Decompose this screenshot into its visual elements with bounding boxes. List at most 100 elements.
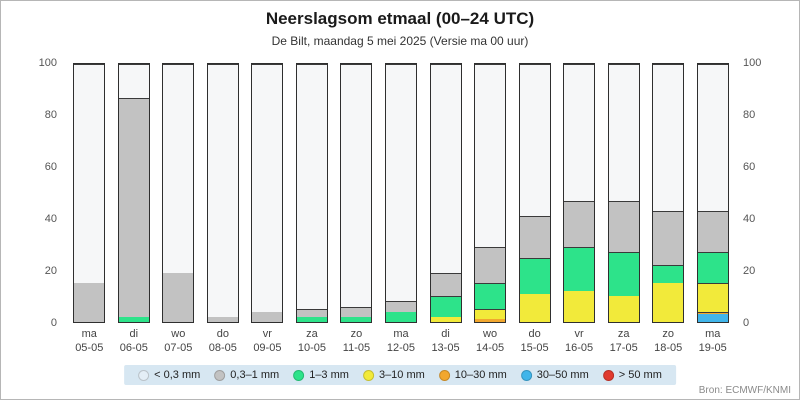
bar-segment xyxy=(252,311,283,322)
bar-slot xyxy=(201,63,246,323)
bar-segment xyxy=(519,257,550,294)
bar-slot xyxy=(468,63,513,323)
stacked-bar xyxy=(251,63,284,323)
bar-segment xyxy=(385,311,416,322)
bar-slot xyxy=(67,63,112,323)
bar-segment xyxy=(252,64,283,312)
bar-segment xyxy=(653,283,684,322)
legend-item: 10–30 mm xyxy=(438,369,507,381)
legend-swatch-icon xyxy=(602,369,614,381)
legend-label: > 50 mm xyxy=(618,369,662,381)
stacked-bar xyxy=(696,63,729,323)
y-tick-label: 100 xyxy=(38,57,57,69)
y-axis-left: 0 20 40 60 80 100 xyxy=(17,57,57,329)
stacked-bar xyxy=(474,63,507,323)
stacked-bar xyxy=(607,63,640,323)
bar-segment xyxy=(653,265,684,284)
bar-slot xyxy=(379,63,424,323)
x-axis-label: za 17-05 xyxy=(609,328,638,354)
legend-item: 30–50 mm xyxy=(520,369,589,381)
legend-swatch-icon xyxy=(214,369,226,381)
y-tick-label: 100 xyxy=(743,57,762,69)
legend-label: 0,3–1 mm xyxy=(230,369,280,381)
bar-segment xyxy=(697,64,728,212)
bar-segment xyxy=(519,64,550,217)
bar-segment xyxy=(519,293,550,322)
stacked-bar xyxy=(206,63,239,323)
bar-slot xyxy=(601,63,646,323)
bar-segment xyxy=(430,273,461,297)
x-axis-label: wo 07-05 xyxy=(164,328,193,354)
bar-segment xyxy=(118,64,149,98)
bar-slot xyxy=(112,63,157,323)
bar-slot xyxy=(334,63,379,323)
chart-subtitle: De Bilt, maandag 5 mei 2025 (Versie ma 0… xyxy=(271,34,529,48)
bar-segment xyxy=(430,296,461,317)
x-axis-label: ma 05-05 xyxy=(75,328,104,354)
legend-swatch-icon xyxy=(138,369,150,381)
bar-segment xyxy=(74,64,105,284)
bar-segment xyxy=(653,211,684,266)
stacked-bar xyxy=(429,63,462,323)
stacked-bar xyxy=(73,63,106,323)
bar-segment xyxy=(697,314,728,322)
x-axis-label: zo 18-05 xyxy=(654,328,683,354)
x-axis-label: zo 11-05 xyxy=(342,328,371,354)
x-axis-label: di 06-05 xyxy=(119,328,148,354)
bar-segment xyxy=(341,64,372,307)
x-axis-label: do 08-05 xyxy=(208,328,237,354)
bar-segment xyxy=(519,216,550,258)
bar-segment xyxy=(296,309,327,317)
bar-segment xyxy=(564,64,595,201)
stacked-bar xyxy=(117,63,150,323)
bar-slot xyxy=(423,63,468,323)
bar-segment xyxy=(296,64,327,310)
legend-item: 0,3–1 mm xyxy=(214,369,279,381)
bar-segment xyxy=(475,64,506,248)
bar-slot xyxy=(690,63,735,323)
bar-segment xyxy=(608,296,639,322)
bar-slot xyxy=(156,63,201,323)
x-axis-label: ma 12-05 xyxy=(386,328,416,354)
bar-segment xyxy=(118,316,149,322)
x-axis-label: vr 09-05 xyxy=(253,328,282,354)
bar-segment xyxy=(296,316,327,322)
bar-segment xyxy=(430,316,461,322)
bar-segment xyxy=(697,252,728,284)
bar-segment xyxy=(475,319,506,322)
source-credit: Bron: ECMWF/KNMI xyxy=(698,385,791,396)
x-axis-label: vr 16-05 xyxy=(565,328,594,354)
bar-segment xyxy=(207,316,238,322)
bar-segment xyxy=(207,64,238,317)
stacked-bar xyxy=(295,63,328,323)
x-axis-label: do 15-05 xyxy=(520,328,549,354)
y-tick-label: 80 xyxy=(44,109,57,121)
bar-slot xyxy=(646,63,691,323)
legend-item: 1–3 mm xyxy=(293,369,349,381)
y-tick-label: 80 xyxy=(743,109,756,121)
legend-label: 30–50 mm xyxy=(536,369,589,381)
legend-swatch-icon xyxy=(438,369,450,381)
y-tick-label: 40 xyxy=(44,213,57,225)
bar-segment xyxy=(163,64,194,273)
legend-label: 10–30 mm xyxy=(454,369,507,381)
legend-swatch-icon xyxy=(293,369,305,381)
chart-title: Neerslagsom etmaal (00–24 UTC) xyxy=(265,9,535,28)
plot-area xyxy=(63,63,739,323)
bar-slot xyxy=(290,63,335,323)
bar-segment xyxy=(385,301,416,312)
bar-segment xyxy=(697,211,728,253)
legend-swatch-icon xyxy=(520,369,532,381)
bar-segment xyxy=(475,283,506,310)
y-tick-label: 40 xyxy=(743,213,756,225)
bar-segment xyxy=(341,306,372,317)
legend-item: 3–10 mm xyxy=(362,369,425,381)
y-tick-label: 60 xyxy=(743,161,756,173)
bar-segment xyxy=(385,64,416,302)
x-axis-label: wo 14-05 xyxy=(475,328,505,354)
legend-label: 1–3 mm xyxy=(309,369,349,381)
stacked-bar xyxy=(518,63,551,323)
bar-segment xyxy=(564,200,595,248)
x-axis-label: di 13-05 xyxy=(431,328,460,354)
